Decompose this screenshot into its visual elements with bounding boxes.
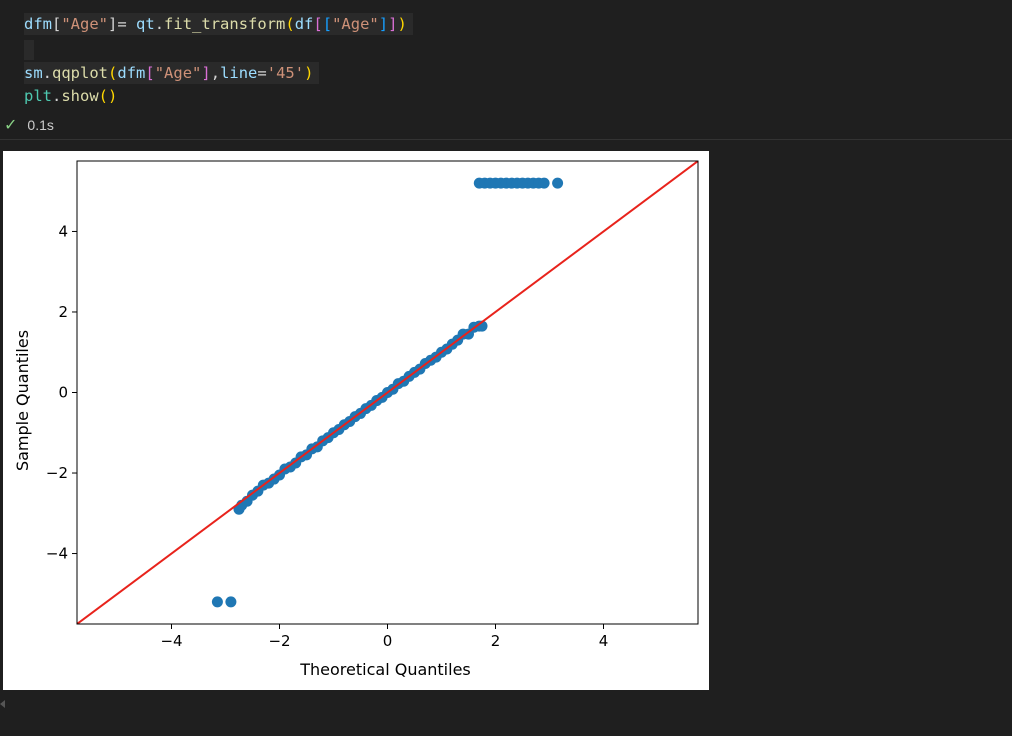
- x-tick-label: 0: [383, 632, 393, 650]
- code-token: [: [145, 64, 155, 82]
- code-token: (): [98, 87, 118, 105]
- code-editor[interactable]: dfm["Age"]= qt.fit_transform(df[["Age"]]…: [0, 0, 1012, 140]
- code-token: dfm: [117, 64, 146, 82]
- code-token: "Age": [61, 15, 109, 33]
- data-point: [211, 596, 223, 608]
- code-token: [: [52, 15, 62, 33]
- y-tick-label: −2: [46, 464, 68, 482]
- code-token: qt: [136, 15, 155, 33]
- x-axis-label: Theoretical Quantiles: [299, 660, 471, 679]
- code-token: show: [61, 87, 99, 105]
- cell-divider: [0, 139, 1012, 140]
- code-token: ]: [378, 15, 389, 33]
- x-tick-label: 4: [599, 632, 609, 650]
- y-axis-label: Sample Quantiles: [13, 330, 32, 471]
- x-tick-label: 2: [491, 632, 501, 650]
- code-token: plt: [24, 87, 52, 105]
- code-token: "Age": [154, 64, 202, 82]
- code-token: ): [304, 64, 314, 82]
- code-token: (: [108, 64, 118, 82]
- y-tick-label: 0: [58, 384, 68, 402]
- code-token: [: [322, 15, 333, 33]
- success-check-icon: ✓: [4, 117, 18, 134]
- code-token: .: [42, 64, 53, 82]
- scroll-left-icon[interactable]: [0, 700, 5, 708]
- code-token: sm: [24, 64, 43, 82]
- code-token: (: [285, 15, 295, 33]
- code-token: =: [117, 15, 137, 33]
- code-token: fit_transform: [164, 15, 286, 33]
- x-tick-label: −4: [160, 632, 182, 650]
- execution-status: ✓ 0.1s: [4, 114, 54, 136]
- code-token: =: [257, 64, 267, 82]
- code-token: ,: [210, 64, 221, 82]
- code-line-3[interactable]: sm.qqplot(dfm["Age"],line='45'): [24, 62, 320, 84]
- code-token: df: [294, 15, 314, 33]
- x-tick-label: −2: [268, 632, 290, 650]
- code-token: ): [397, 15, 407, 33]
- code-token: "Age": [332, 15, 379, 33]
- code-line-2-indent-bar: [24, 40, 34, 60]
- code-token: ]: [108, 15, 118, 33]
- data-point: [552, 177, 564, 189]
- y-tick-label: 2: [58, 303, 68, 321]
- y-tick-label: 4: [58, 222, 68, 240]
- data-point: [225, 596, 237, 608]
- code-token: '45': [266, 64, 305, 82]
- execution-time: 0.1s: [27, 117, 54, 133]
- code-token: .: [154, 15, 165, 33]
- code-line-1[interactable]: dfm["Age"]= qt.fit_transform(df[["Age"]]…: [24, 13, 413, 35]
- code-token: dfm: [24, 15, 52, 33]
- code-token: .: [52, 87, 62, 105]
- code-token: qqplot: [52, 64, 109, 82]
- code-line-4[interactable]: plt.show(): [24, 85, 123, 107]
- code-token: line: [220, 64, 258, 82]
- reference-line-45: [77, 161, 698, 624]
- code-token: [: [313, 15, 323, 33]
- y-tick-label: −4: [46, 545, 68, 563]
- code-token: ]: [201, 64, 211, 82]
- code-token: ]: [388, 15, 398, 33]
- qq-plot: −4 −2 0 2 4 −4 −2 0 2 4 Theoretical Quantiles Sampl…: [13, 160, 699, 679]
- data-point: [538, 177, 550, 189]
- cell-output-figure: −4 −2 0 2 4 −4 −2 0 2 4 Theoretical Quantiles Sampl…: [3, 151, 709, 690]
